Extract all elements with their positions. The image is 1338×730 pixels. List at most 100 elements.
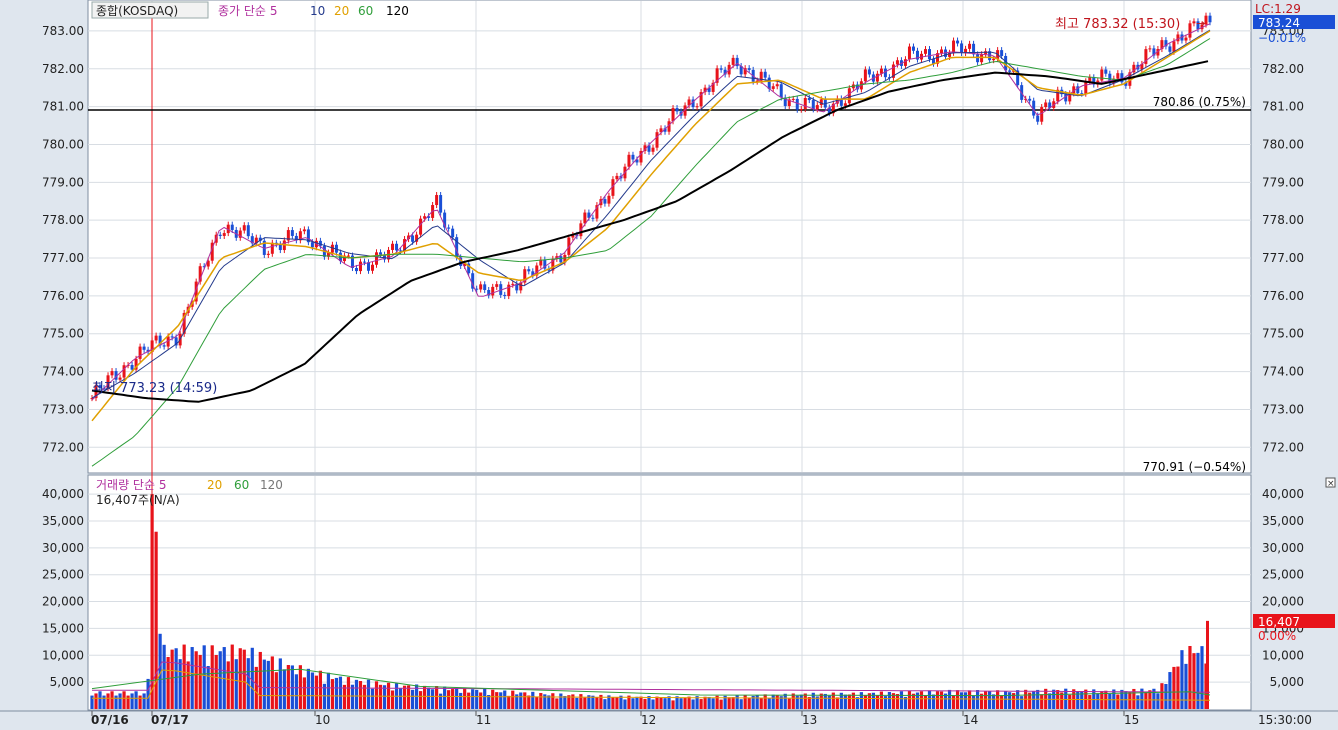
price-tick-label-right: 778.00 — [1262, 213, 1304, 227]
candle-body — [330, 244, 334, 253]
volume-bar — [1156, 693, 1160, 709]
candle-body — [154, 335, 158, 341]
candle-body — [170, 336, 174, 338]
volume-bar — [911, 693, 916, 709]
volume-bar — [727, 697, 731, 709]
candle-body — [932, 59, 936, 64]
volume-tick-label-right: 10,000 — [1262, 648, 1304, 662]
candle-body — [739, 66, 743, 75]
volume-bar — [1108, 693, 1112, 709]
volume-bar — [130, 693, 134, 709]
candle-body — [591, 217, 595, 219]
candle-body — [659, 128, 663, 133]
candle-body — [423, 216, 427, 219]
panel-close-button[interactable] — [1325, 477, 1336, 488]
volume-bar — [334, 677, 339, 709]
volume-bar — [903, 696, 908, 709]
symbol-label[interactable]: 종합(KOSDAQ) — [96, 4, 178, 18]
candle-body — [583, 212, 587, 224]
candle-body — [98, 385, 102, 389]
volume-bar — [655, 696, 659, 709]
candle-body — [607, 195, 611, 204]
volume-bar — [110, 691, 114, 709]
candle-body — [875, 73, 879, 82]
candle-body — [787, 99, 791, 106]
volume-bar — [475, 689, 479, 709]
volume-bar — [427, 687, 431, 709]
volume-bar — [931, 694, 936, 709]
candle-body — [130, 364, 134, 370]
candle-body — [491, 286, 495, 296]
candle-body — [399, 250, 403, 252]
price-tick-label-left: 779.00 — [42, 175, 84, 189]
volume-bar — [715, 695, 719, 709]
price-tick-label-left: 780.00 — [42, 137, 84, 151]
price-tick-label-left: 775.00 — [42, 327, 84, 341]
candle-body — [310, 242, 314, 248]
volume-bar — [374, 681, 379, 709]
volume-bar — [755, 695, 759, 709]
volume-legend[interactable]: 거래량 단순 5 — [96, 478, 166, 492]
candle-body — [1080, 93, 1084, 95]
candle-body — [972, 43, 976, 55]
candle-body — [270, 242, 274, 254]
candle-body — [799, 109, 803, 111]
candle-body — [1064, 94, 1068, 102]
candle-body — [1016, 70, 1020, 86]
candle-body — [1116, 73, 1120, 79]
volume-bar — [631, 698, 635, 709]
candle-body — [162, 345, 166, 347]
volume-bar — [102, 695, 106, 709]
volume-bar — [731, 697, 735, 709]
x-tick-label: 12 — [641, 713, 656, 727]
close-icon[interactable]: × — [1327, 479, 1335, 489]
volume-bar — [979, 693, 984, 709]
volume-bar — [342, 684, 347, 709]
candle-body — [419, 218, 423, 235]
volume-bar — [122, 691, 126, 709]
candle-body — [535, 265, 539, 276]
candle-body — [631, 154, 635, 160]
volume-bar — [1172, 666, 1176, 709]
volume-bar — [1168, 672, 1172, 709]
candle-body — [362, 261, 366, 263]
candle-body — [1188, 23, 1192, 38]
volume-bar — [1128, 692, 1132, 709]
volume-bar — [302, 677, 306, 709]
candle-body — [110, 371, 114, 376]
candle-body — [667, 121, 671, 132]
price-panel[interactable] — [87, 0, 1252, 474]
candle-body — [503, 294, 507, 297]
ma20-line — [91, 30, 1211, 422]
volume-panel[interactable] — [87, 474, 1252, 711]
candle-body — [499, 284, 503, 295]
volume-readout: 16,407주(N/A) — [96, 493, 180, 507]
symbol-box[interactable] — [91, 1, 209, 19]
candle-body — [711, 82, 715, 92]
volume-bar — [951, 695, 956, 709]
candle-body — [807, 97, 811, 101]
volume-bar — [154, 531, 158, 709]
volume-bar — [1192, 653, 1196, 709]
volume-bar — [318, 670, 323, 709]
price-tick-label-right: 782.00 — [1262, 62, 1304, 76]
volume-bar — [807, 697, 811, 709]
volume-bar — [310, 672, 314, 709]
candle-body — [1196, 21, 1200, 30]
candle-body — [783, 97, 787, 106]
price-tick-label-left: 772.00 — [42, 440, 84, 454]
indicator-label[interactable]: 종가 단순 5 — [218, 4, 277, 18]
candle-body — [118, 377, 122, 380]
candle-body — [411, 235, 415, 242]
volume-bar — [1096, 693, 1100, 709]
volume-bar — [346, 677, 351, 709]
volume-bar — [491, 689, 495, 709]
volume-bar — [879, 691, 884, 709]
volume-bar — [362, 684, 367, 709]
volume-bar — [551, 693, 555, 709]
volume-bar — [503, 690, 507, 709]
volume-bar — [186, 661, 190, 709]
volume-bar — [298, 665, 302, 709]
x-tick-label: 15 — [1124, 713, 1139, 727]
